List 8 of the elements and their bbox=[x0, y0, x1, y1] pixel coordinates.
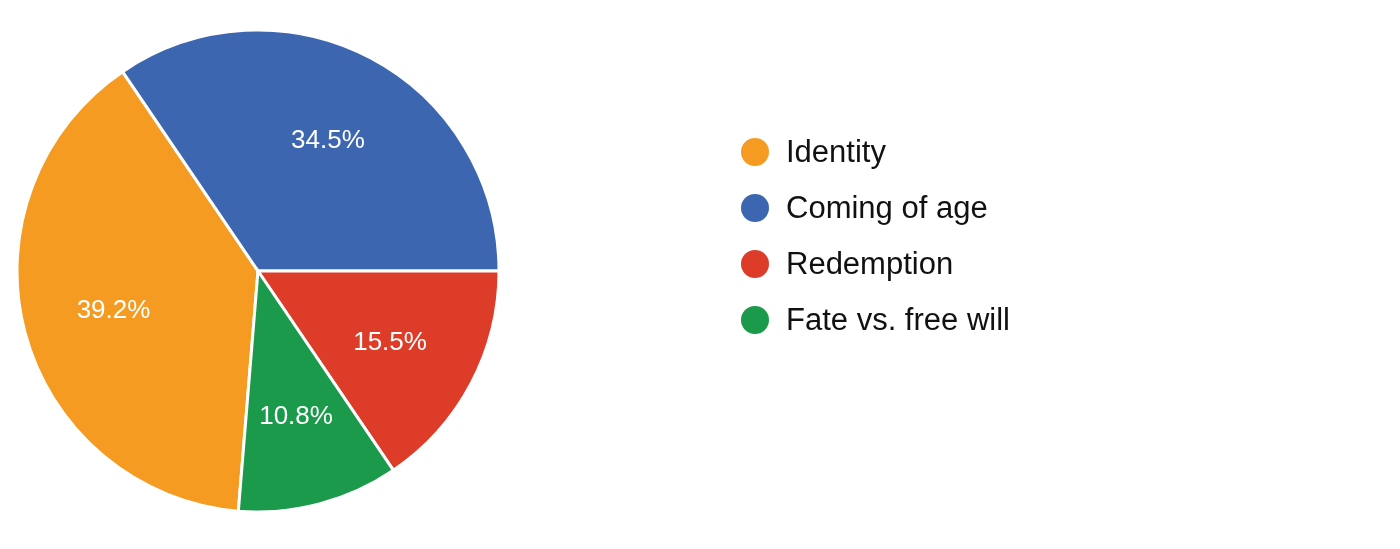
data-label: 10.8% bbox=[259, 400, 333, 431]
legend-label: Redemption bbox=[786, 246, 954, 282]
data-label: 15.5% bbox=[353, 325, 427, 356]
data-label: 34.5% bbox=[291, 123, 365, 154]
legend-label: Identity bbox=[786, 134, 886, 170]
data-label: 39.2% bbox=[76, 294, 151, 325]
legend-label: Coming of age bbox=[786, 190, 988, 226]
legend-label: Fate vs. free will bbox=[786, 302, 1010, 338]
